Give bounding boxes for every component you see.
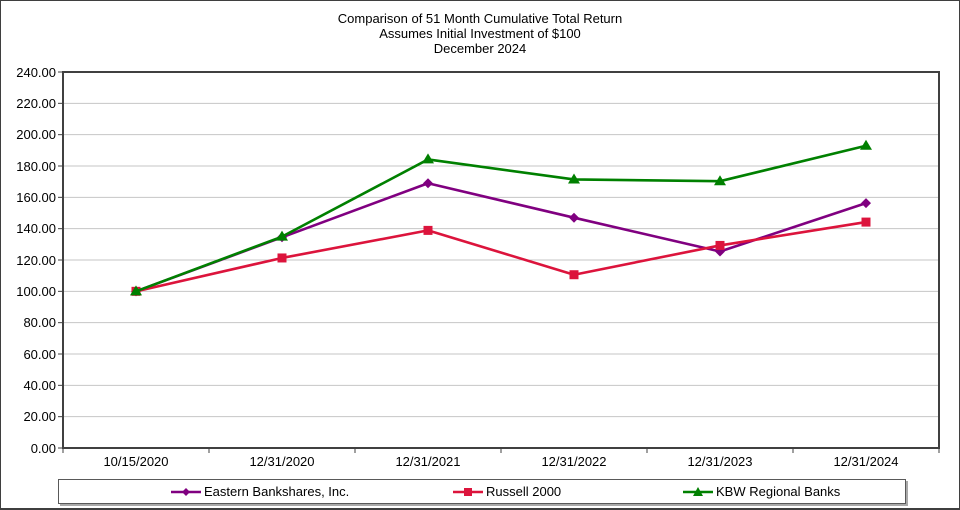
legend-label: KBW Regional Banks: [716, 484, 841, 499]
legend-label: Eastern Bankshares, Inc.: [204, 484, 350, 499]
y-tick-label: 140.00: [16, 221, 56, 237]
chart-title: Comparison of 51 Month Cumulative Total …: [1, 11, 959, 56]
series-2-marker-triangle: [276, 230, 288, 241]
series-0-marker-diamond: [423, 178, 433, 189]
x-tick-label: 12/31/2023: [687, 454, 753, 469]
series-2-marker-triangle: [568, 173, 580, 184]
x-tick-label: 10/15/2020: [103, 454, 169, 469]
series-line-0: [135, 181, 867, 293]
series-2-marker-triangle: [860, 139, 872, 150]
chart-title-line1: Comparison of 51 Month Cumulative Total …: [337, 11, 623, 26]
y-tick-label: 240.00: [16, 64, 56, 80]
series-line-2: [135, 144, 867, 293]
series-2-marker-triangle: [422, 153, 434, 164]
legend-label: Russell 2000: [486, 484, 562, 499]
y-tick-label: 40.00: [23, 377, 56, 393]
series-1-marker-square: [423, 225, 433, 235]
y-tick-label: 220.00: [16, 95, 56, 111]
y-tick-label: 60.00: [23, 346, 56, 362]
y-tick-label: 20.00: [23, 409, 56, 425]
series-2-marker-triangle: [130, 285, 142, 296]
y-tick-label: 160.00: [16, 189, 56, 205]
series-line-1: [135, 220, 867, 293]
y-tick-label: 0.00: [30, 440, 56, 456]
y-tick-label: 200.00: [16, 127, 56, 143]
series-0-marker-diamond: [569, 212, 579, 223]
x-tick-label: 12/31/2024: [833, 454, 899, 469]
legend-entry-0: Eastern Bankshares, Inc.: [171, 480, 349, 503]
legend-triangle-icon: [683, 486, 713, 496]
legend-diamond-icon: [171, 487, 201, 496]
chart-title-line3: December 2024: [433, 41, 527, 56]
series-1-marker-square: [569, 270, 579, 280]
legend-entry-2: KBW Regional Banks: [683, 480, 840, 503]
series-0-marker-diamond: [861, 198, 871, 209]
y-tick-label: 80.00: [23, 315, 56, 331]
x-tick-label: 12/31/2021: [395, 454, 461, 469]
series-1-marker-square: [715, 240, 725, 250]
y-tick-label: 120.00: [16, 252, 56, 268]
chart-title-line2: Assumes Initial Investment of $100: [379, 26, 581, 41]
x-tick-label: 12/31/2022: [541, 454, 607, 469]
y-tick-label: 100.00: [16, 283, 56, 299]
series-1-marker-square: [861, 217, 871, 227]
plot-frame: [62, 71, 940, 449]
legend-square-icon: [453, 487, 483, 496]
legend: Eastern Bankshares, Inc. Russell 2000 KBW …: [58, 479, 906, 504]
legend-entry-1: Russell 2000: [453, 480, 561, 503]
series-2-marker-triangle: [714, 175, 726, 186]
y-tick-label: 180.00: [16, 158, 56, 174]
x-tick-label: 12/31/2020: [249, 454, 315, 469]
series-1-marker-square: [277, 253, 287, 263]
